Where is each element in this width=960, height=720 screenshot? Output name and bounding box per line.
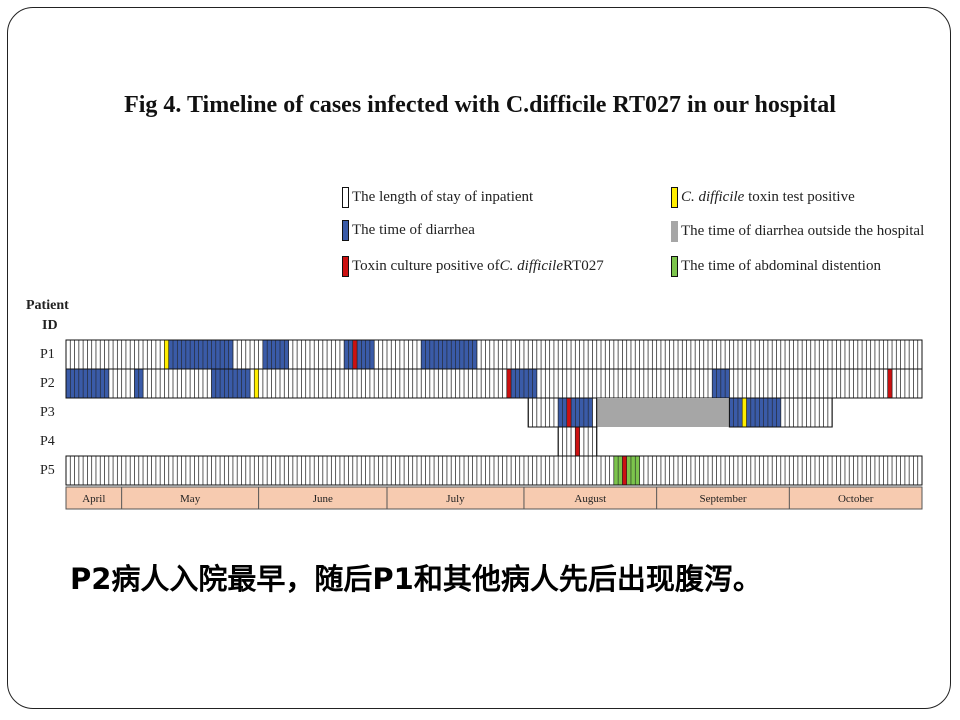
legend-item-stay: The length of stay of inpatient [342,187,533,208]
event-diarrhea-p1 [168,340,233,369]
row-label-p3: P3 [40,405,55,420]
stay-outline [65,368,923,399]
legend-label-diarrhea: The time of diarrhea [352,222,475,238]
event-culture-p1 [352,340,358,369]
slide-caption: P2病人入院最早，随后P1和其他病人先后出现腹泻。 [70,562,762,596]
figure-title: Fig 4. Timeline of cases infected with C… [124,92,836,118]
legend-label-toxin-italic: C. difficile [681,189,745,205]
stay-outline [728,397,833,428]
legend-label-culture-pre: Toxin culture positive of [352,258,500,274]
legend-swatch-toxin [671,187,678,208]
row-label-p2: P2 [40,376,55,391]
legend-item-diarrhea: The time of diarrhea [342,220,475,241]
event-culture-p3 [566,398,572,427]
stay-outline [65,455,923,486]
event-toxin-p3 [742,398,747,427]
row-label-p1: P1 [40,347,55,362]
event-toxin-p1 [164,340,169,369]
legend-swatch-diarrhea [342,220,349,241]
patient-axis-label-2: ID [42,318,58,333]
row-label-p5: P5 [40,463,55,478]
event-toxin-p2 [254,369,259,398]
event-diarrhea-p1 [344,340,375,369]
legend-swatch-distention [671,256,678,277]
month-label-july: July [446,493,465,505]
month-label-august: August [574,493,606,505]
legend-item-outside: The time of diarrhea outside the hospita… [671,221,924,242]
month-label-october: October [838,493,874,505]
legend-label-culture-italic: C. difficile [499,258,563,274]
month-axis [65,486,923,510]
legend-item-distention: The time of abdominal distention [671,256,881,277]
event-diarrhea-p1 [421,340,477,369]
month-label-june: June [313,493,333,505]
legend-label-distention: The time of abdominal distention [681,258,881,274]
legend-label-stay: The length of stay of inpatient [352,189,534,205]
legend-label-outside: The time of diarrhea outside the hospita… [681,223,925,239]
legend-swatch-culture [342,256,349,277]
event-culture-p2 [887,369,893,398]
legend-label-toxin-post: toxin test positive [744,189,855,205]
event-diarrhea-p2 [211,369,251,398]
patient-axis-label-1: Patient [26,298,69,313]
legend-swatch-outside [671,221,678,242]
event-culture-p4 [575,427,580,456]
slide-frame [7,7,951,709]
month-label-may: May [180,493,201,505]
legend-item-culture: Toxin culture positive of C. difficile R… [342,256,604,277]
event-culture-p2 [506,369,512,398]
month-label-september: September [699,493,746,505]
month-label-april: April [82,493,105,505]
row-label-p4: P4 [40,434,55,449]
legend-swatch-stay [342,187,349,208]
event-outside-p3 [596,398,730,427]
legend-item-toxin: C. difficile toxin test positive [671,187,855,208]
legend-label-culture-post: RT027 [563,258,604,274]
event-culture-p5 [622,456,627,485]
